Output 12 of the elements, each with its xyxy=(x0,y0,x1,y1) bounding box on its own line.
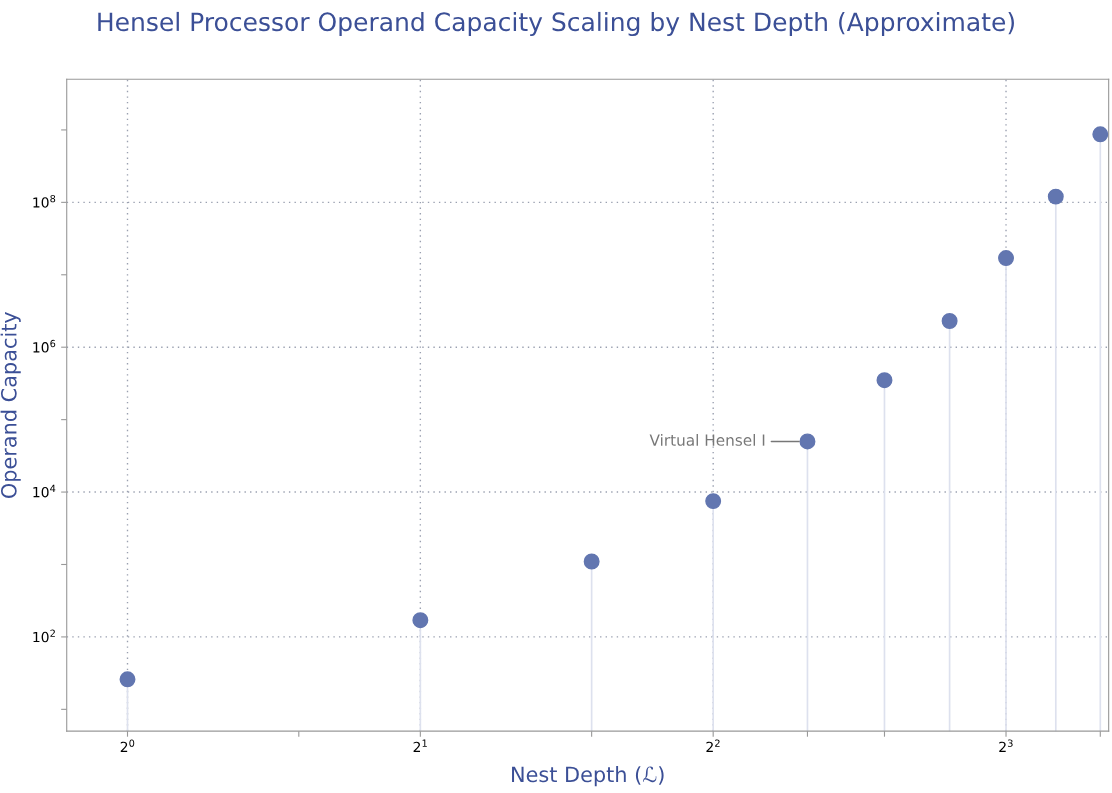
x-tick-label: 2$^{0}$ xyxy=(120,739,135,753)
y-tick-label: 10$^{8}$ xyxy=(33,194,56,208)
x-tick-label: 2$^{3}$ xyxy=(999,739,1013,753)
x-tick-label: 2$^{2}$ xyxy=(706,739,720,753)
y-tick-label: 10$^{2}$ xyxy=(33,629,55,643)
chart-title: Hensel Processor Operand Capacity Scaling by Nest Depth (Approximate) xyxy=(98,11,1014,37)
x-tick-label: 2$^{1}$ xyxy=(413,739,427,753)
y-axis-title: Operand Capacity xyxy=(0,311,21,498)
y-tick-label: 10$^{6}$ xyxy=(33,339,56,353)
annotation: Virtual Hensel I xyxy=(649,434,765,446)
x-axis-title: Nest Depth (ℒ) xyxy=(512,766,664,787)
y-tick-label: 10$^{4}$ xyxy=(33,484,56,498)
